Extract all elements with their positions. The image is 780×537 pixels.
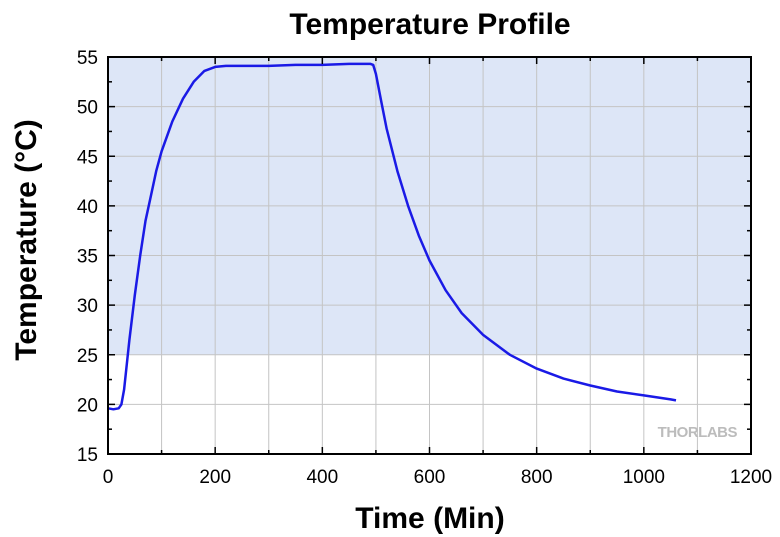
y-tick-label: 45 (77, 147, 98, 168)
y-tick-label: 30 (77, 296, 98, 317)
thorlabs-logo: THORLABS (658, 424, 738, 441)
x-tick-label: 600 (414, 467, 446, 488)
plot-area: 0 200 400 600 800 1000 1200 15 20 25 30 35 40 45 50 55 (77, 48, 772, 488)
x-axis-label: Time (Min) (355, 502, 504, 535)
x-tick-label: 1200 (730, 467, 772, 488)
y-tick-label: 15 (77, 445, 98, 466)
x-tick-label: 0 (103, 467, 114, 488)
y-tick-label: 20 (77, 395, 98, 416)
y-axis-label: Temperature (°C) (10, 119, 43, 360)
y-tick-label: 55 (77, 48, 98, 69)
series-line (107, 62, 677, 411)
x-tick-label: 1000 (623, 467, 665, 488)
x-tick-label: 200 (199, 467, 231, 488)
y-tick-label: 25 (77, 346, 98, 367)
y-tick-label: 35 (77, 247, 98, 268)
chart-title: Temperature Profile (289, 8, 570, 41)
y-tick-label: 40 (77, 197, 98, 218)
x-tick-label: 400 (306, 467, 338, 488)
y-tick-label: 50 (77, 98, 98, 119)
x-tick-label: 800 (521, 467, 553, 488)
